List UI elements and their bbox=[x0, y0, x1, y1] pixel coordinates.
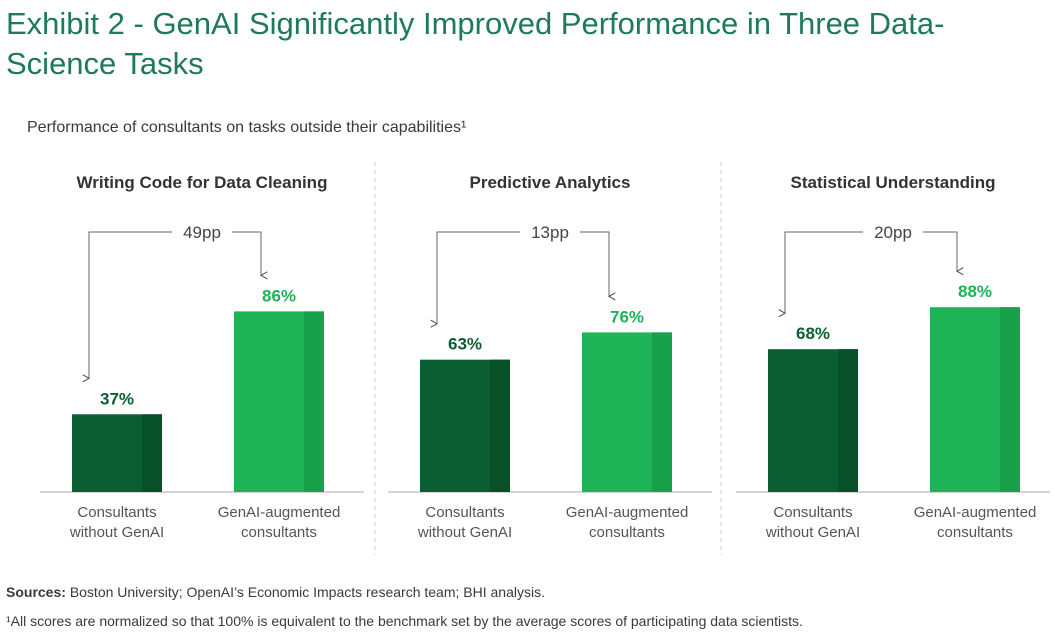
category-label: without GenAI bbox=[69, 524, 164, 541]
difference-arrow-left bbox=[430, 231, 520, 328]
panel-title: Writing Code for Data Cleaning bbox=[77, 173, 328, 192]
bar-value-label: 76% bbox=[610, 307, 644, 326]
bar-value-label: 37% bbox=[100, 389, 134, 408]
difference-label: 13pp bbox=[531, 223, 569, 242]
category-label: Consultants bbox=[77, 504, 156, 521]
difference-arrow-left bbox=[778, 231, 863, 318]
category-label: GenAI-augmented bbox=[914, 504, 1037, 521]
exhibit-title: Exhibit 2 - GenAI Significantly Improved… bbox=[6, 6, 945, 81]
bar-side-shade bbox=[652, 332, 672, 492]
difference-arrow-right bbox=[923, 231, 964, 276]
charts-area: Writing Code for Data Cleaning 37% Consult… bbox=[40, 162, 1050, 555]
difference-label: 20pp bbox=[874, 223, 912, 242]
category-label: Consultants bbox=[773, 504, 852, 521]
panel-title: Predictive Analytics bbox=[470, 173, 631, 192]
category-label: without GenAI bbox=[417, 524, 512, 541]
difference-arrow-right bbox=[232, 231, 268, 280]
bar-side-shade bbox=[1000, 307, 1020, 492]
sources-label: Sources: bbox=[6, 584, 66, 600]
difference-arrow-right bbox=[580, 231, 616, 301]
panel-title: Statistical Understanding bbox=[791, 173, 996, 192]
bar-value-label: 63% bbox=[448, 335, 482, 354]
category-label: GenAI-augmented bbox=[566, 504, 689, 521]
bar-side-shade bbox=[490, 359, 510, 492]
bar-value-label: 86% bbox=[262, 286, 296, 305]
difference-label: 49pp bbox=[183, 223, 221, 242]
category-label: GenAI-augmented bbox=[218, 504, 341, 521]
category-label: without GenAI bbox=[765, 524, 860, 541]
sources-line: Sources: Boston University; OpenAI’s Eco… bbox=[6, 584, 545, 600]
chart-subtitle: Performance of consultants on tasks outs… bbox=[27, 119, 467, 136]
sources-text: Boston University; OpenAI’s Economic Imp… bbox=[69, 584, 545, 600]
bar-side-shade bbox=[838, 349, 858, 492]
category-label: consultants bbox=[937, 524, 1013, 541]
category-label: Consultants bbox=[425, 504, 504, 521]
bar-side-shade bbox=[304, 311, 324, 492]
category-label: consultants bbox=[241, 524, 317, 541]
difference-arrow-left bbox=[82, 231, 172, 383]
bar-side-shade bbox=[142, 414, 162, 492]
category-label: consultants bbox=[589, 524, 665, 541]
bar-value-label: 88% bbox=[958, 282, 992, 301]
normalization-note: ¹All scores are normalized so that 100% … bbox=[6, 613, 803, 629]
bar-value-label: 68% bbox=[796, 324, 830, 343]
